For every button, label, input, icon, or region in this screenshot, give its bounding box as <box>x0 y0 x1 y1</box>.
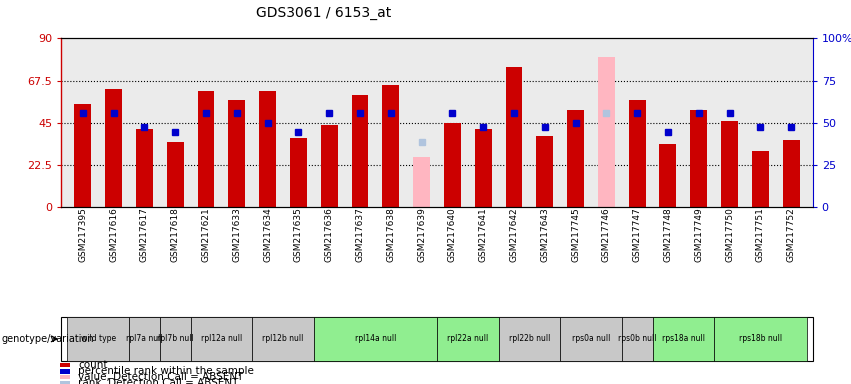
Text: GSM217621: GSM217621 <box>202 207 210 262</box>
Bar <box>536 136 553 207</box>
Bar <box>197 91 214 207</box>
Text: GSM217752: GSM217752 <box>786 207 796 262</box>
FancyBboxPatch shape <box>191 317 252 361</box>
Text: GSM217639: GSM217639 <box>417 207 426 262</box>
Bar <box>752 151 768 207</box>
Bar <box>260 91 276 207</box>
Bar <box>413 157 430 207</box>
FancyBboxPatch shape <box>653 317 714 361</box>
Bar <box>567 110 584 207</box>
Text: GSM217637: GSM217637 <box>356 207 364 262</box>
Text: GSM217641: GSM217641 <box>478 207 488 262</box>
Text: GSM217746: GSM217746 <box>602 207 611 262</box>
Text: GDS3061 / 6153_at: GDS3061 / 6153_at <box>256 6 391 20</box>
Text: GSM217640: GSM217640 <box>448 207 457 262</box>
Text: GSM217751: GSM217751 <box>756 207 765 262</box>
Text: rps0a null: rps0a null <box>572 334 610 343</box>
Text: GSM217642: GSM217642 <box>510 207 518 262</box>
Bar <box>228 100 245 207</box>
Text: rps18b null: rps18b null <box>739 334 782 343</box>
Bar <box>136 129 153 207</box>
Text: rpl12a null: rpl12a null <box>201 334 242 343</box>
FancyBboxPatch shape <box>67 317 129 361</box>
Text: genotype/variation: genotype/variation <box>2 334 94 344</box>
Bar <box>783 140 800 207</box>
Bar <box>321 125 338 207</box>
Bar <box>660 144 677 207</box>
Bar <box>505 66 523 207</box>
Text: wild type: wild type <box>81 334 116 343</box>
FancyBboxPatch shape <box>129 317 160 361</box>
FancyBboxPatch shape <box>160 317 191 361</box>
Text: GSM217750: GSM217750 <box>725 207 734 262</box>
FancyBboxPatch shape <box>622 317 653 361</box>
Text: percentile rank within the sample: percentile rank within the sample <box>78 366 254 376</box>
Bar <box>690 110 707 207</box>
Text: GSM217748: GSM217748 <box>664 207 672 262</box>
Text: rpl22b null: rpl22b null <box>509 334 550 343</box>
FancyBboxPatch shape <box>714 317 807 361</box>
FancyBboxPatch shape <box>252 317 314 361</box>
Text: GSM217633: GSM217633 <box>232 207 242 262</box>
Text: GSM217749: GSM217749 <box>694 207 703 262</box>
Text: GSM217745: GSM217745 <box>571 207 580 262</box>
Bar <box>721 121 738 207</box>
Text: value, Detection Call = ABSENT: value, Detection Call = ABSENT <box>78 372 243 382</box>
Text: GSM217643: GSM217643 <box>540 207 549 262</box>
Bar <box>167 142 184 207</box>
Text: GSM217618: GSM217618 <box>171 207 180 262</box>
Text: count: count <box>78 360 108 370</box>
Bar <box>629 100 646 207</box>
Text: GSM217617: GSM217617 <box>140 207 149 262</box>
Bar <box>74 104 91 207</box>
FancyBboxPatch shape <box>499 317 560 361</box>
Text: rpl7b null: rpl7b null <box>157 334 193 343</box>
Bar <box>382 85 399 207</box>
Text: rpl14a null: rpl14a null <box>355 334 396 343</box>
FancyBboxPatch shape <box>560 317 622 361</box>
Text: GSM217616: GSM217616 <box>109 207 118 262</box>
Text: rpl22a null: rpl22a null <box>447 334 488 343</box>
Text: rps18a null: rps18a null <box>662 334 705 343</box>
Text: GSM217635: GSM217635 <box>294 207 303 262</box>
Bar <box>290 138 307 207</box>
Text: GSM217636: GSM217636 <box>325 207 334 262</box>
Text: GSM217747: GSM217747 <box>632 207 642 262</box>
Bar <box>444 123 461 207</box>
Text: GSM217638: GSM217638 <box>386 207 396 262</box>
FancyBboxPatch shape <box>437 317 499 361</box>
Bar <box>598 57 614 207</box>
Bar <box>351 95 368 207</box>
Text: GSM217395: GSM217395 <box>78 207 88 262</box>
Text: rpl12b null: rpl12b null <box>262 334 304 343</box>
Bar <box>475 129 492 207</box>
Text: rpl7a null: rpl7a null <box>126 334 163 343</box>
FancyBboxPatch shape <box>314 317 437 361</box>
Text: rank, Detection Call = ABSENT: rank, Detection Call = ABSENT <box>78 378 238 384</box>
Text: GSM217634: GSM217634 <box>263 207 272 262</box>
Bar <box>106 89 122 207</box>
Text: rps0b null: rps0b null <box>618 334 656 343</box>
